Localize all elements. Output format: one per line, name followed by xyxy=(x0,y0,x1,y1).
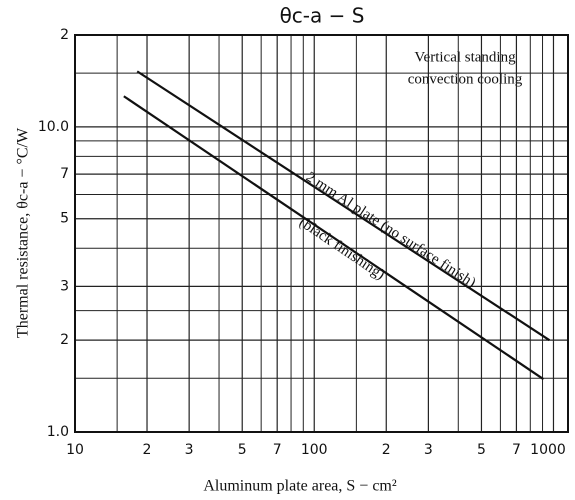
x-tick-label: 1000 xyxy=(530,442,566,458)
annotation: convection cooling xyxy=(408,71,523,87)
x-tick-label: 3 xyxy=(424,442,433,458)
x-tick-label: 100 xyxy=(301,442,328,458)
x-tick-label: 10 xyxy=(66,442,84,458)
y-tick-label: 7 xyxy=(60,166,69,182)
plot-frame xyxy=(74,34,569,433)
x-tick-label: 2 xyxy=(143,442,152,458)
y-tick-label: 3 xyxy=(60,278,69,294)
x-tick-label: 3 xyxy=(185,442,194,458)
annotation: Vertical standing xyxy=(414,49,516,65)
y-tick-label: 2 xyxy=(60,332,69,348)
chart-title: θc-a − S xyxy=(280,4,365,28)
y-tick-label: 2 xyxy=(60,27,69,43)
x-tick-label: 5 xyxy=(477,442,486,458)
y-axis-label: Thermal resistance, θc-a − °C/W xyxy=(15,127,32,338)
y-tick-label: 1.0 xyxy=(47,424,69,440)
x-tick-label: 7 xyxy=(273,442,282,458)
y-tick-label: 10.0 xyxy=(38,119,69,135)
line xyxy=(136,70,551,342)
y-tick-label: 5 xyxy=(60,211,69,227)
x-tick-label: 5 xyxy=(238,442,247,458)
x-tick-label: 7 xyxy=(512,442,521,458)
line xyxy=(123,95,545,381)
x-axis-label: Aluminum plate area, S − cm² xyxy=(203,478,397,495)
x-tick-label: 2 xyxy=(382,442,391,458)
